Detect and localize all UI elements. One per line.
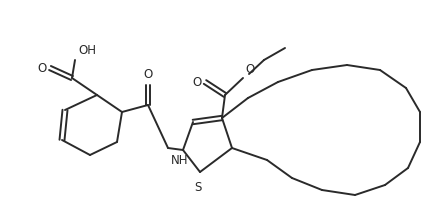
Text: NH: NH	[171, 154, 188, 167]
Text: O: O	[193, 75, 202, 89]
Text: O: O	[245, 63, 254, 76]
Text: OH: OH	[78, 44, 96, 57]
Text: O: O	[38, 61, 47, 75]
Text: O: O	[143, 68, 153, 81]
Text: S: S	[194, 181, 202, 194]
